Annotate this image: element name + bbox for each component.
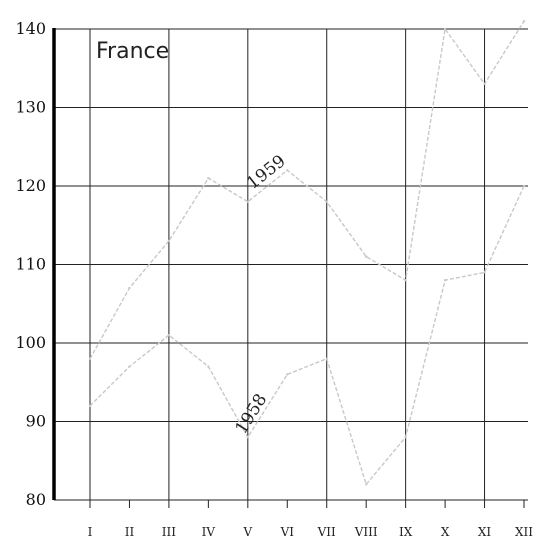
x-tick-label: IV — [202, 525, 216, 539]
series-label: 1959 — [243, 151, 289, 193]
y-tick-label: 130 — [15, 98, 46, 117]
data-point — [207, 365, 210, 368]
series-line-1958 — [89, 185, 525, 486]
data-point — [246, 200, 250, 203]
x-tick-label: V — [242, 525, 252, 539]
data-point — [88, 357, 92, 360]
series-line-1959 — [89, 20, 525, 360]
x-tick-label: VII — [317, 525, 336, 539]
x-tick-label: X — [441, 525, 450, 539]
data-point — [404, 436, 407, 439]
data-point — [483, 82, 486, 86]
data-point — [286, 373, 289, 376]
y-tick-label: 100 — [15, 333, 46, 352]
x-tick-label: IX — [399, 525, 413, 539]
x-tick-label: VI — [280, 525, 295, 539]
series-label: 1958 — [232, 390, 272, 437]
x-tick-label: XII — [515, 525, 533, 539]
series-lines — [88, 19, 526, 486]
data-point — [167, 333, 171, 337]
data-point — [325, 200, 328, 203]
data-point — [246, 436, 250, 439]
data-point — [364, 255, 368, 258]
chart-title: France — [96, 39, 169, 64]
data-point — [483, 271, 486, 274]
x-tick-label: II — [125, 525, 135, 539]
data-point — [404, 279, 407, 282]
data-point — [286, 169, 289, 172]
x-tick-label: XI — [478, 525, 492, 539]
x-tick-label: I — [88, 525, 93, 539]
x-tick-label: III — [162, 525, 176, 539]
data-point — [325, 357, 328, 360]
y-tick-label: 120 — [15, 176, 46, 195]
y-tick-label: 90 — [26, 412, 46, 431]
data-point — [88, 404, 92, 407]
data-point — [522, 19, 526, 23]
y-tick-label: 110 — [15, 255, 46, 274]
data-point — [128, 286, 131, 290]
x-tick-label: VIII — [354, 525, 378, 539]
data-point — [522, 184, 526, 188]
data-point — [207, 176, 210, 180]
grid-lines — [54, 28, 528, 508]
data-point — [364, 483, 368, 486]
data-point — [443, 279, 447, 282]
y-tick-label: 140 — [15, 19, 46, 38]
data-point — [167, 239, 171, 243]
y-tick-label: 80 — [26, 490, 46, 509]
data-point — [128, 365, 131, 368]
data-point — [443, 27, 447, 31]
